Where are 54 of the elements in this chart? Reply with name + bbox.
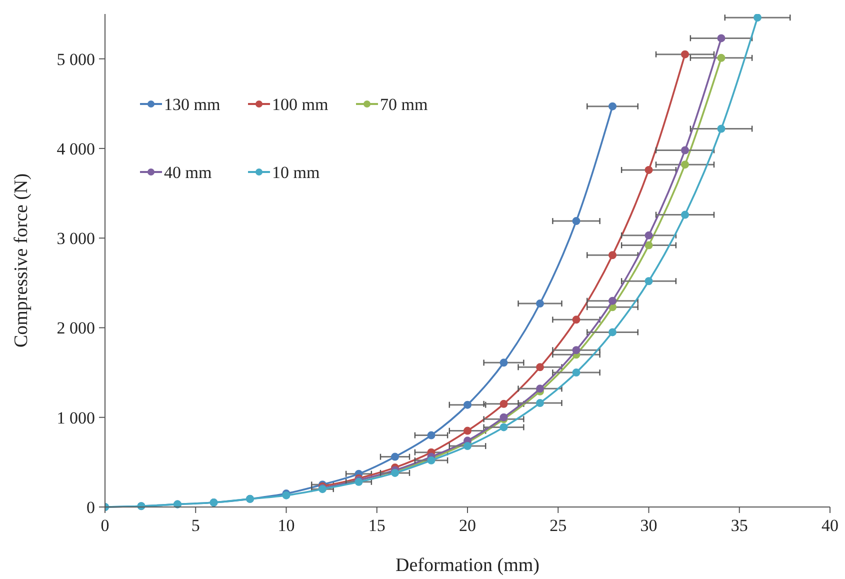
legend-label: 100 mm: [272, 94, 328, 114]
y-axis-title: Compressive force (N): [11, 173, 32, 348]
y-tick-label: 0: [86, 498, 95, 517]
point: [717, 124, 726, 133]
point: [608, 296, 616, 305]
point: [644, 231, 653, 240]
point: [464, 426, 472, 435]
x-tick-label: 30: [640, 516, 658, 535]
point: [717, 54, 726, 62]
point: [681, 146, 689, 154]
point: [536, 384, 544, 393]
point: [536, 399, 544, 408]
legend-label: 130 mm: [164, 94, 220, 114]
point: [500, 400, 508, 408]
point: [608, 251, 616, 260]
legend-label: 10 mm: [272, 162, 320, 182]
x-tick-label: 0: [100, 516, 110, 535]
point: [644, 277, 653, 286]
point: [608, 102, 616, 110]
y-tick-label: 5 000: [56, 50, 95, 69]
point: [681, 210, 689, 219]
point: [500, 358, 508, 367]
x-tick-label: 20: [459, 516, 476, 535]
legend-label: 70 mm: [380, 94, 428, 114]
y-tick-label: 3 000: [56, 229, 95, 248]
point: [644, 166, 653, 174]
x-tick-label: 15: [368, 516, 386, 535]
point: [608, 328, 616, 336]
point: [500, 423, 508, 432]
point: [681, 160, 689, 169]
y-tick-label: 2 000: [56, 318, 95, 338]
x-tick-label: 25: [550, 516, 567, 535]
y-tick-label: 4 000: [56, 139, 95, 158]
point: [644, 241, 653, 250]
x-tick-label: 40: [822, 516, 838, 535]
point: [572, 368, 580, 377]
point: [464, 400, 472, 409]
point: [427, 431, 436, 440]
point: [572, 346, 580, 354]
x-tick-label: 10: [278, 516, 295, 535]
point: [536, 300, 544, 308]
x-tick-label: 5: [191, 516, 200, 535]
point: [717, 34, 726, 42]
point: [754, 14, 762, 22]
point: [572, 217, 580, 226]
x-axis-title: Deformation (mm): [395, 555, 540, 576]
point: [536, 363, 544, 372]
point: [681, 50, 689, 58]
point: [391, 452, 399, 461]
x-tick-label: 35: [730, 516, 748, 535]
point: [464, 442, 472, 450]
y-tick-label: 1 000: [56, 408, 95, 428]
point: [572, 316, 580, 324]
legend-label: 40 mm: [164, 162, 212, 182]
